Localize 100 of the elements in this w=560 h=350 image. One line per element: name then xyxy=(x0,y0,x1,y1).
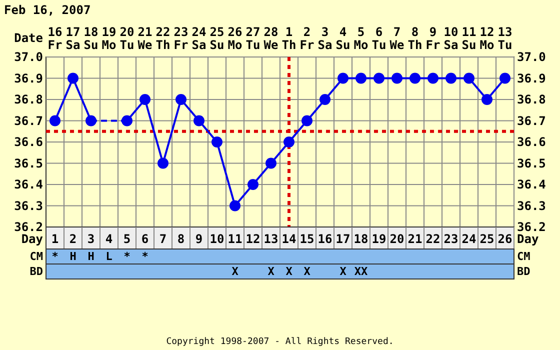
x2-tick-label: 19 Mo xyxy=(102,25,116,52)
x2-tick-label: 28 We xyxy=(264,25,278,52)
x-tick-label: 11 xyxy=(228,232,242,246)
x-tick-label: 3 xyxy=(87,232,95,246)
x-tick-label: 6 xyxy=(141,232,149,246)
x2-tick-label: 13 Tu xyxy=(498,25,512,52)
y-tick-label: 36.7 xyxy=(14,114,43,128)
y-tick-label: 36.6 xyxy=(14,135,43,149)
y-tick-label: BD xyxy=(30,265,44,278)
point xyxy=(86,115,96,126)
point xyxy=(338,72,348,84)
y2-tick-label: 36.3 xyxy=(517,198,546,213)
y-tick-label: 36.8 xyxy=(14,92,43,106)
x2-tick-label: 11 Su xyxy=(462,25,476,52)
point xyxy=(356,72,366,84)
x2-tick-label: 4 Su xyxy=(336,25,350,52)
x-tick-label: 24 xyxy=(462,232,476,246)
point xyxy=(392,72,402,84)
x-tick-label: 16 xyxy=(318,232,332,246)
x2-tick-label: 10 Sa xyxy=(444,25,458,52)
y-tick-label: 36.2 xyxy=(14,220,43,234)
text: H xyxy=(70,250,76,263)
x2-tick-label: 12 Mo xyxy=(480,25,494,52)
x-tick-label: 25 xyxy=(480,232,494,246)
point xyxy=(446,72,456,84)
point xyxy=(176,94,186,105)
x-tick-label: 8 xyxy=(177,232,185,246)
chart-title: Feb 16, 2007 xyxy=(4,3,91,17)
x-tick-label: 1 xyxy=(51,232,59,246)
text: * xyxy=(52,250,58,263)
text: X xyxy=(232,265,238,278)
y2-tick-label: CM xyxy=(517,250,531,263)
x2-tick-label: 5 Mo xyxy=(354,25,368,52)
x2-tick-label: 6 Tu xyxy=(372,25,386,52)
point xyxy=(50,115,60,126)
x-tick-label: 19 xyxy=(372,232,386,246)
point xyxy=(464,72,474,84)
text: H xyxy=(88,250,94,263)
point xyxy=(428,72,438,84)
y-tick-label: 36.9 xyxy=(14,71,43,86)
x2-tick-label: 17 Sa xyxy=(66,25,80,52)
point xyxy=(140,94,150,105)
y2-tick-label: 36.6 xyxy=(517,135,546,149)
x2-tick-label: 24 Sa xyxy=(192,25,206,52)
x2-axis-title: Date xyxy=(14,31,43,45)
x2-tick-label: 18 Su xyxy=(84,25,98,52)
y-tick-label: CM xyxy=(30,250,44,263)
point xyxy=(266,158,276,169)
x2-tick-label: 22 Th xyxy=(156,25,170,52)
point xyxy=(482,94,492,105)
x2-tick-label: 25 Su xyxy=(210,25,224,52)
text: * xyxy=(124,250,130,263)
point xyxy=(284,136,294,148)
point xyxy=(410,72,420,84)
x-tick-label: 9 xyxy=(195,232,203,246)
x-tick-label: 18 xyxy=(354,232,368,246)
y2-tick-label: 36.5 xyxy=(517,156,546,170)
x-tick-label: 4 xyxy=(105,232,113,246)
y-tick-label: 36.3 xyxy=(14,198,43,213)
x-tick-label: 23 xyxy=(444,232,458,246)
x-tick-label: 13 xyxy=(264,232,278,246)
text: XX xyxy=(354,265,368,278)
point xyxy=(500,72,510,84)
text: X xyxy=(340,265,346,278)
y2-tick-label: BD xyxy=(517,265,531,278)
x2-tick-label: 27 Tu xyxy=(246,25,260,52)
point xyxy=(122,115,132,126)
x2-tick-label: 16 Fr xyxy=(48,25,62,52)
x2-tick-label: 23 Fr xyxy=(174,25,188,52)
x-tick-label: 7 xyxy=(159,232,167,246)
x-axis-title: Day xyxy=(21,232,43,246)
x-tick-label: 17 xyxy=(336,232,350,246)
x-tick-label: 26 xyxy=(498,232,512,246)
point xyxy=(194,115,204,126)
x-tick-label: 2 xyxy=(69,232,77,246)
x2-tick-label: 20 Tu xyxy=(120,25,134,52)
x-tick-label: 5 xyxy=(123,232,131,246)
x-tick-label: 14 xyxy=(282,232,296,246)
point xyxy=(302,115,312,126)
x-tick-label: 20 xyxy=(390,232,404,246)
x2-tick-label: 9 Fr xyxy=(426,25,440,52)
x2-tick-label: 2 Fr xyxy=(300,25,314,52)
x2-tick-label: 7 We xyxy=(390,25,404,52)
x2-tick-label: 26 Mo xyxy=(228,25,242,52)
text: Day xyxy=(517,232,539,246)
y2-tick-label: 36.8 xyxy=(517,92,546,106)
y2-tick-label: 36.7 xyxy=(517,114,546,128)
text: X xyxy=(304,265,310,278)
text: * xyxy=(142,250,148,263)
text: L xyxy=(106,250,112,263)
y2-tick-label: 37.0 xyxy=(517,50,546,64)
y2-tick-label: 36.4 xyxy=(517,178,546,192)
point xyxy=(212,136,222,148)
x-tick-label: 12 xyxy=(246,232,260,246)
x2-tick-label: 3 Sa xyxy=(318,25,332,52)
x-tick-label: 10 xyxy=(210,232,224,246)
y-tick-label: 37.0 xyxy=(14,50,43,64)
point xyxy=(320,94,330,105)
text: Copyright 1998-2007 - All Rights Reserved. xyxy=(166,337,394,347)
text: X xyxy=(268,265,274,278)
